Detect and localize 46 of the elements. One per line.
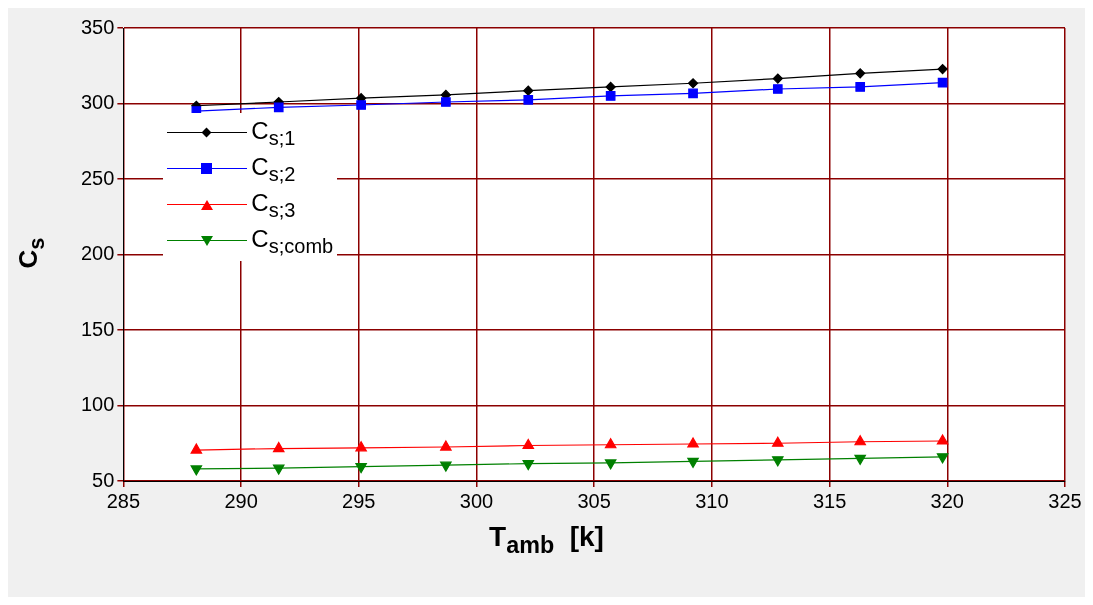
x-tick-label: 300	[459, 489, 494, 512]
point	[936, 453, 949, 464]
point	[688, 88, 698, 99]
legend-label: C$_{s;3}$	[251, 188, 296, 222]
legend-label: C$_{s;1}$	[251, 116, 296, 150]
x-tick-label: 305	[577, 489, 611, 512]
point	[772, 73, 783, 84]
point	[937, 63, 948, 75]
y-tick-label: 200	[80, 242, 115, 265]
point	[854, 454, 866, 465]
point	[855, 68, 866, 79]
y-tick-label: 150	[80, 317, 115, 340]
point	[523, 85, 534, 96]
point	[604, 459, 617, 470]
point	[687, 78, 699, 89]
x-tick-label: 295	[342, 489, 376, 512]
point	[772, 456, 784, 467]
y-tick-label: 300	[80, 91, 115, 114]
point	[440, 461, 452, 472]
y-tick-label: 100	[80, 393, 115, 416]
point	[687, 457, 699, 468]
point	[523, 95, 534, 105]
x-tick-label: 320	[930, 489, 964, 512]
x-tick-label: 325	[1048, 489, 1082, 512]
point	[855, 82, 866, 92]
point	[937, 77, 948, 88]
point	[190, 465, 203, 476]
x-tick-label: 285	[106, 489, 141, 512]
y-tick-label: 250	[80, 166, 115, 189]
point	[441, 97, 451, 107]
point	[605, 81, 616, 92]
point	[772, 84, 783, 94]
x-tick-label: 315	[812, 489, 847, 512]
y-tick-label: 50	[92, 468, 115, 491]
legend-label: C$_{s;comb}$	[251, 224, 334, 258]
point	[355, 463, 367, 474]
point	[272, 464, 285, 475]
point	[522, 460, 535, 471]
x-tick-label: 290	[224, 489, 258, 512]
y-tick-label: 350	[80, 15, 115, 38]
x-tick-label: 310	[695, 489, 729, 512]
point	[273, 102, 284, 113]
x-axis-title: T$_{amb}$ [k]	[488, 521, 605, 559]
point	[356, 100, 366, 110]
point	[605, 91, 616, 101]
legend-label: C$_{s;2}$	[251, 152, 296, 186]
